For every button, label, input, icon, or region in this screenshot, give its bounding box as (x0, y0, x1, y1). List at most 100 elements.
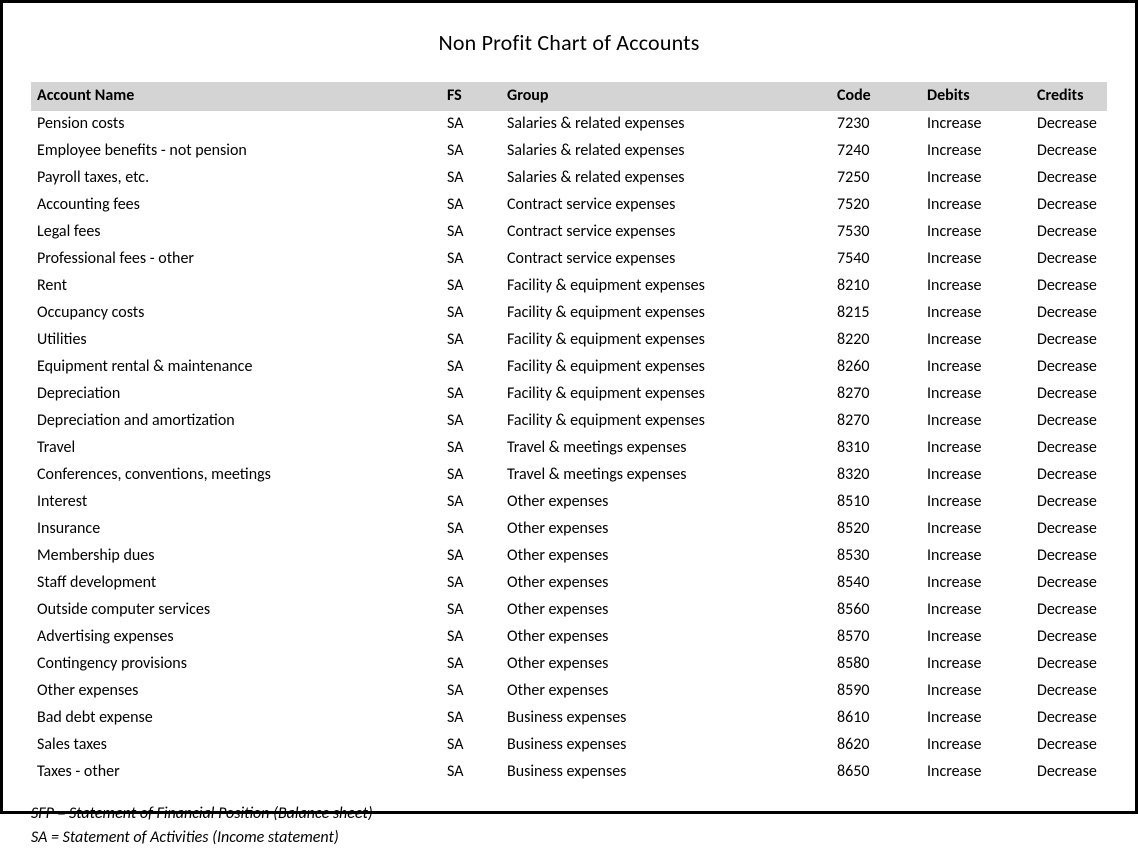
col-header-credits: Credits (1031, 82, 1107, 111)
cell-debits: Increase (921, 192, 1031, 219)
cell-code: 7240 (831, 138, 921, 165)
cell-account: Pension costs (31, 111, 441, 138)
cell-credits: Decrease (1031, 489, 1107, 516)
cell-credits: Decrease (1031, 273, 1107, 300)
cell-debits: Increase (921, 354, 1031, 381)
cell-account: Conferences, conventions, meetings (31, 462, 441, 489)
cell-code: 8210 (831, 273, 921, 300)
cell-account: Contingency provisions (31, 651, 441, 678)
cell-credits: Decrease (1031, 381, 1107, 408)
cell-code: 8220 (831, 327, 921, 354)
table-row: Depreciation and amortizationSAFacility … (31, 408, 1107, 435)
cell-fs: SA (441, 354, 501, 381)
cell-account: Payroll taxes, etc. (31, 165, 441, 192)
cell-debits: Increase (921, 678, 1031, 705)
cell-account: Advertising expenses (31, 624, 441, 651)
cell-debits: Increase (921, 462, 1031, 489)
cell-group: Salaries & related expenses (501, 165, 831, 192)
cell-debits: Increase (921, 489, 1031, 516)
cell-debits: Increase (921, 516, 1031, 543)
cell-credits: Decrease (1031, 138, 1107, 165)
cell-fs: SA (441, 273, 501, 300)
table-row: InsuranceSAOther expenses8520IncreaseDec… (31, 516, 1107, 543)
cell-account: Legal fees (31, 219, 441, 246)
cell-group: Other expenses (501, 651, 831, 678)
cell-code: 8520 (831, 516, 921, 543)
cell-code: 8540 (831, 570, 921, 597)
cell-group: Salaries & related expenses (501, 138, 831, 165)
cell-credits: Decrease (1031, 570, 1107, 597)
cell-group: Business expenses (501, 732, 831, 759)
cell-account: Other expenses (31, 678, 441, 705)
table-row: UtilitiesSAFacility & equipment expenses… (31, 327, 1107, 354)
cell-code: 8310 (831, 435, 921, 462)
cell-debits: Increase (921, 543, 1031, 570)
cell-debits: Increase (921, 165, 1031, 192)
cell-account: Outside computer services (31, 597, 441, 624)
cell-credits: Decrease (1031, 192, 1107, 219)
cell-fs: SA (441, 435, 501, 462)
col-header-account: Account Name (31, 82, 441, 111)
cell-group: Business expenses (501, 759, 831, 786)
cell-group: Salaries & related expenses (501, 111, 831, 138)
cell-group: Other expenses (501, 570, 831, 597)
cell-credits: Decrease (1031, 516, 1107, 543)
cell-fs: SA (441, 192, 501, 219)
cell-debits: Increase (921, 624, 1031, 651)
cell-fs: SA (441, 678, 501, 705)
cell-debits: Increase (921, 138, 1031, 165)
cell-fs: SA (441, 300, 501, 327)
chart-of-accounts-table: Account Name FS Group Code Debits Credit… (31, 82, 1107, 786)
cell-code: 8650 (831, 759, 921, 786)
col-header-fs: FS (441, 82, 501, 111)
cell-fs: SA (441, 165, 501, 192)
cell-credits: Decrease (1031, 462, 1107, 489)
cell-debits: Increase (921, 570, 1031, 597)
cell-fs: SA (441, 246, 501, 273)
cell-credits: Decrease (1031, 354, 1107, 381)
table-row: Contingency provisionsSAOther expenses85… (31, 651, 1107, 678)
table-row: Employee benefits - not pensionSASalarie… (31, 138, 1107, 165)
cell-credits: Decrease (1031, 597, 1107, 624)
cell-group: Facility & equipment expenses (501, 354, 831, 381)
cell-debits: Increase (921, 408, 1031, 435)
table-row: InterestSAOther expenses8510IncreaseDecr… (31, 489, 1107, 516)
table-row: Membership duesSAOther expenses8530Incre… (31, 543, 1107, 570)
cell-fs: SA (441, 138, 501, 165)
cell-code: 7520 (831, 192, 921, 219)
cell-group: Other expenses (501, 543, 831, 570)
cell-code: 7250 (831, 165, 921, 192)
cell-credits: Decrease (1031, 678, 1107, 705)
table-row: Payroll taxes, etc.SASalaries & related … (31, 165, 1107, 192)
cell-code: 8560 (831, 597, 921, 624)
cell-group: Facility & equipment expenses (501, 327, 831, 354)
table-row: Staff developmentSAOther expenses8540Inc… (31, 570, 1107, 597)
cell-code: 8580 (831, 651, 921, 678)
cell-fs: SA (441, 597, 501, 624)
legend-sfp: SFP = Statement of Financial Position (B… (31, 802, 1107, 826)
cell-code: 8320 (831, 462, 921, 489)
cell-group: Facility & equipment expenses (501, 300, 831, 327)
cell-account: Rent (31, 273, 441, 300)
cell-debits: Increase (921, 300, 1031, 327)
cell-credits: Decrease (1031, 408, 1107, 435)
cell-credits: Decrease (1031, 732, 1107, 759)
table-row: Accounting feesSAContract service expens… (31, 192, 1107, 219)
cell-fs: SA (441, 543, 501, 570)
cell-debits: Increase (921, 273, 1031, 300)
cell-credits: Decrease (1031, 111, 1107, 138)
cell-account: Equipment rental & maintenance (31, 354, 441, 381)
table-row: DepreciationSAFacility & equipment expen… (31, 381, 1107, 408)
cell-credits: Decrease (1031, 219, 1107, 246)
table-row: RentSAFacility & equipment expenses8210I… (31, 273, 1107, 300)
cell-fs: SA (441, 489, 501, 516)
col-header-debits: Debits (921, 82, 1031, 111)
cell-group: Other expenses (501, 597, 831, 624)
cell-debits: Increase (921, 435, 1031, 462)
table-header-row: Account Name FS Group Code Debits Credit… (31, 82, 1107, 111)
cell-code: 8530 (831, 543, 921, 570)
cell-account: Insurance (31, 516, 441, 543)
cell-credits: Decrease (1031, 246, 1107, 273)
cell-debits: Increase (921, 381, 1031, 408)
cell-group: Travel & meetings expenses (501, 435, 831, 462)
